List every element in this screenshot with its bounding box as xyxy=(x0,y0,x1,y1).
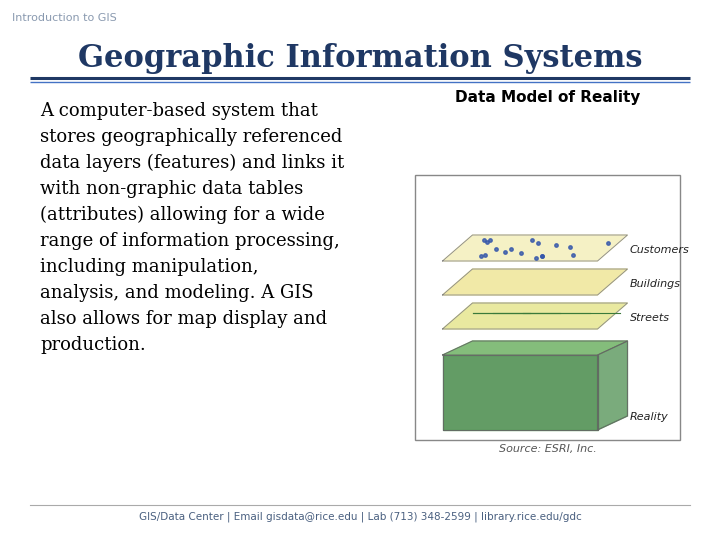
Text: range of information processing,: range of information processing, xyxy=(40,232,340,250)
Text: stores geographically referenced: stores geographically referenced xyxy=(40,128,343,146)
Text: A computer-based system that: A computer-based system that xyxy=(40,102,318,120)
Text: analysis, and modeling. A GIS: analysis, and modeling. A GIS xyxy=(40,284,314,302)
Text: also allows for map display and: also allows for map display and xyxy=(40,310,327,328)
Polygon shape xyxy=(443,235,628,261)
Polygon shape xyxy=(443,341,628,355)
Text: GIS/Data Center | Email gisdata@rice.edu | Lab (713) 348-2599 | library.rice.edu: GIS/Data Center | Email gisdata@rice.edu… xyxy=(139,512,581,523)
Text: Buildings: Buildings xyxy=(629,279,680,289)
Text: including manipulation,: including manipulation, xyxy=(40,258,258,276)
Text: Reality: Reality xyxy=(629,412,668,422)
Bar xyxy=(415,175,680,440)
Text: with non-graphic data tables: with non-graphic data tables xyxy=(40,180,303,198)
Text: Streets: Streets xyxy=(629,313,670,323)
Text: data layers (features) and links it: data layers (features) and links it xyxy=(40,154,344,172)
Text: (attributes) allowing for a wide: (attributes) allowing for a wide xyxy=(40,206,325,224)
Text: Introduction to GIS: Introduction to GIS xyxy=(12,13,117,23)
Text: Source: ESRI, Inc.: Source: ESRI, Inc. xyxy=(499,444,596,454)
Polygon shape xyxy=(443,355,598,430)
Text: Data Model of Reality: Data Model of Reality xyxy=(455,90,640,105)
Text: production.: production. xyxy=(40,336,145,354)
Text: Customers: Customers xyxy=(629,245,689,255)
Polygon shape xyxy=(443,269,628,295)
Polygon shape xyxy=(598,341,628,430)
Polygon shape xyxy=(443,303,628,329)
Text: Geographic Information Systems: Geographic Information Systems xyxy=(78,43,642,74)
